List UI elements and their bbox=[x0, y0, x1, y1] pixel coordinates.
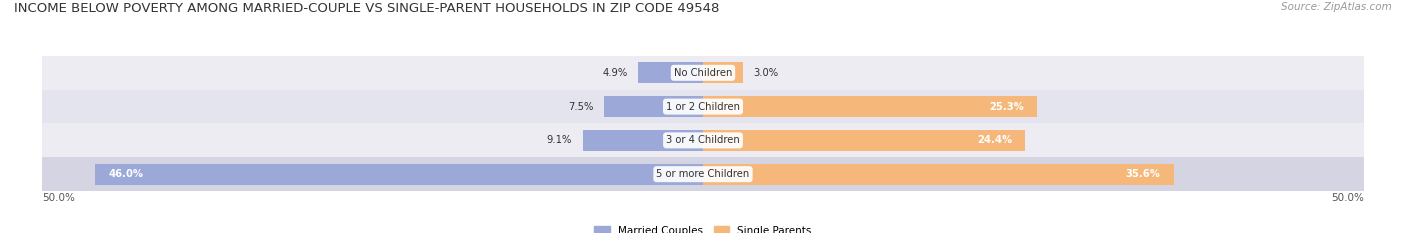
Text: 9.1%: 9.1% bbox=[547, 135, 572, 145]
Bar bbox=[42, 56, 1364, 90]
Text: 7.5%: 7.5% bbox=[568, 102, 593, 112]
Legend: Married Couples, Single Parents: Married Couples, Single Parents bbox=[595, 226, 811, 233]
Bar bbox=[703, 130, 1025, 151]
Bar bbox=[703, 62, 742, 83]
Bar bbox=[703, 164, 1174, 185]
Text: 24.4%: 24.4% bbox=[977, 135, 1012, 145]
Text: 50.0%: 50.0% bbox=[1331, 193, 1364, 203]
Bar bbox=[42, 123, 1364, 157]
Bar bbox=[605, 96, 703, 117]
Bar bbox=[582, 130, 703, 151]
Text: Source: ZipAtlas.com: Source: ZipAtlas.com bbox=[1281, 2, 1392, 12]
Bar bbox=[638, 62, 703, 83]
Bar bbox=[96, 164, 703, 185]
Text: 4.9%: 4.9% bbox=[602, 68, 627, 78]
Text: 50.0%: 50.0% bbox=[42, 193, 75, 203]
Text: 35.6%: 35.6% bbox=[1125, 169, 1160, 179]
Text: 3.0%: 3.0% bbox=[754, 68, 779, 78]
Text: 25.3%: 25.3% bbox=[990, 102, 1024, 112]
Text: No Children: No Children bbox=[673, 68, 733, 78]
Text: 46.0%: 46.0% bbox=[108, 169, 143, 179]
Bar bbox=[703, 96, 1038, 117]
Bar bbox=[42, 157, 1364, 191]
Text: INCOME BELOW POVERTY AMONG MARRIED-COUPLE VS SINGLE-PARENT HOUSEHOLDS IN ZIP COD: INCOME BELOW POVERTY AMONG MARRIED-COUPL… bbox=[14, 2, 720, 15]
Bar bbox=[42, 90, 1364, 123]
Text: 3 or 4 Children: 3 or 4 Children bbox=[666, 135, 740, 145]
Text: 1 or 2 Children: 1 or 2 Children bbox=[666, 102, 740, 112]
Text: 5 or more Children: 5 or more Children bbox=[657, 169, 749, 179]
